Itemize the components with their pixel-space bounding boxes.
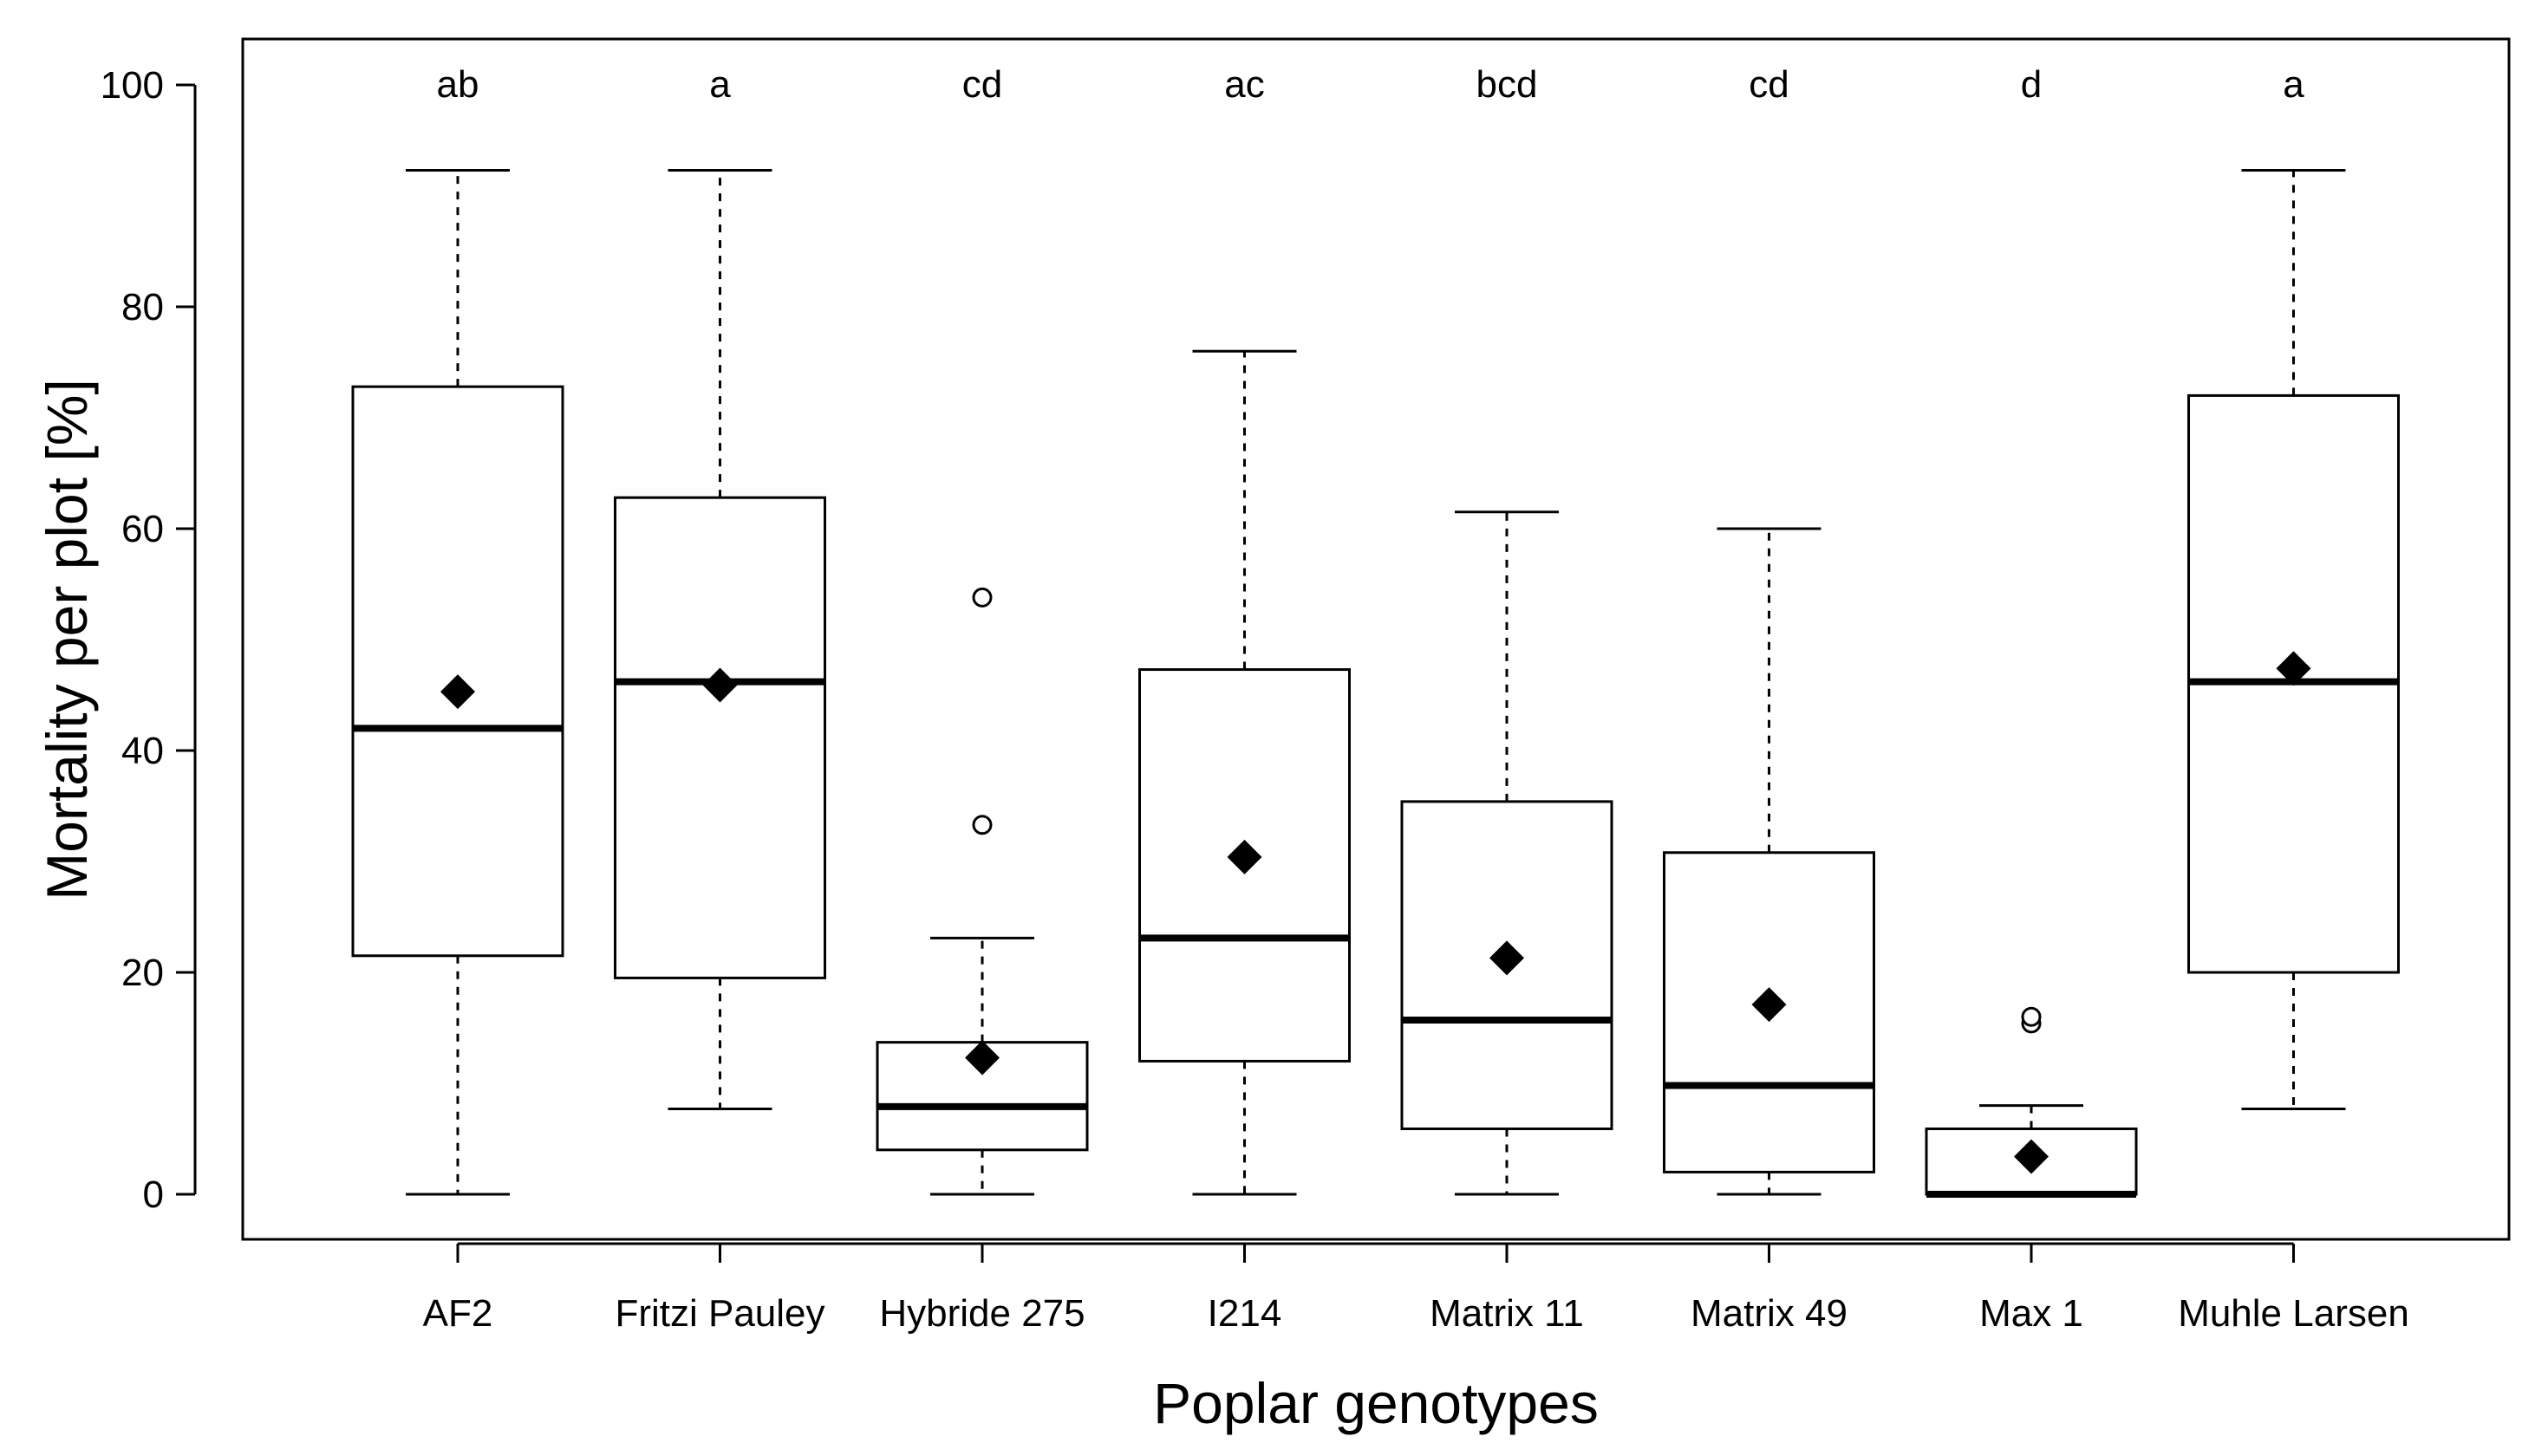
significance-letter: cd: [962, 63, 1002, 106]
y-axis: 0 20 40 60 80 100: [101, 64, 197, 1216]
y-tick-label-20: 20: [121, 952, 164, 994]
iqr-box: [614, 496, 826, 979]
y-axis-title: Mortality per plot [%]: [35, 379, 99, 900]
mean-marker: [1489, 940, 1524, 976]
x-tick-label: Matrix 11: [1430, 1292, 1584, 1335]
box-group: ac: [1138, 63, 1351, 1196]
plot-frame: [241, 37, 2511, 1241]
mean-marker: [2014, 1139, 2049, 1174]
box-group: bcd: [1400, 63, 1613, 1196]
box-group: a: [2187, 63, 2400, 1110]
significance-letter: a: [2283, 63, 2304, 106]
y-tick-label-40: 40: [121, 730, 164, 772]
y-tick-label-100: 100: [101, 64, 164, 107]
box-group: ab: [351, 63, 564, 1196]
box-group: a: [614, 63, 826, 1110]
mean-marker: [1227, 839, 1262, 874]
box-series: ab a cd ac bcd cd d a: [351, 63, 2400, 1198]
y-tick-label-80: 80: [121, 286, 164, 328]
outlier-point: [972, 587, 993, 608]
significance-letter: a: [709, 63, 731, 106]
mean-marker: [1751, 987, 1787, 1023]
x-axis-title: Poplar genotypes: [1153, 1371, 1599, 1435]
mean-marker: [965, 1040, 1000, 1076]
mean-marker: [440, 674, 475, 710]
x-tick-label: I214: [1208, 1292, 1282, 1335]
x-tick-label: AF2: [423, 1292, 493, 1335]
x-tick-label: Muhle Larsen: [2178, 1292, 2409, 1335]
x-tick-label: Hybride 275: [879, 1292, 1085, 1335]
y-tick-label-0: 0: [143, 1173, 164, 1216]
significance-letter: d: [2021, 63, 2042, 106]
significance-letter: ac: [1224, 63, 1264, 106]
box-group: cd: [876, 63, 1089, 1196]
significance-letter: bcd: [1476, 63, 1538, 106]
significance-letter: cd: [1749, 63, 1789, 106]
x-tick-label: Matrix 49: [1691, 1292, 1847, 1335]
box-group: d: [1925, 63, 2138, 1198]
x-tick-label: Fritzi Pauley: [615, 1292, 824, 1335]
x-tick-label: Max 1: [1979, 1292, 2083, 1335]
y-tick-label-60: 60: [121, 508, 164, 550]
iqr-box: [351, 385, 564, 958]
outlier-point: [972, 815, 993, 835]
mean-marker: [702, 667, 738, 703]
mean-marker: [2276, 651, 2311, 686]
significance-letter: ab: [437, 63, 479, 106]
box-group: cd: [1663, 63, 1875, 1196]
x-axis: AF2 Fritzi Pauley Hybride 275 I214 Matrix 11…: [423, 1242, 2409, 1335]
outlier-point: [2021, 1006, 2042, 1027]
